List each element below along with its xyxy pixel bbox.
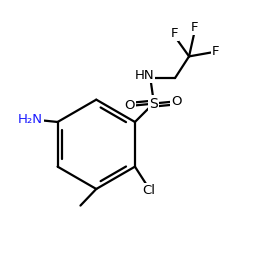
Text: H₂N: H₂N: [17, 113, 43, 126]
Text: F: F: [190, 21, 198, 34]
Text: Cl: Cl: [142, 184, 155, 197]
Text: F: F: [171, 27, 178, 40]
Text: S: S: [149, 96, 158, 111]
Text: O: O: [125, 99, 135, 112]
Text: O: O: [172, 95, 182, 108]
Text: F: F: [212, 45, 220, 58]
Text: HN: HN: [135, 69, 154, 82]
